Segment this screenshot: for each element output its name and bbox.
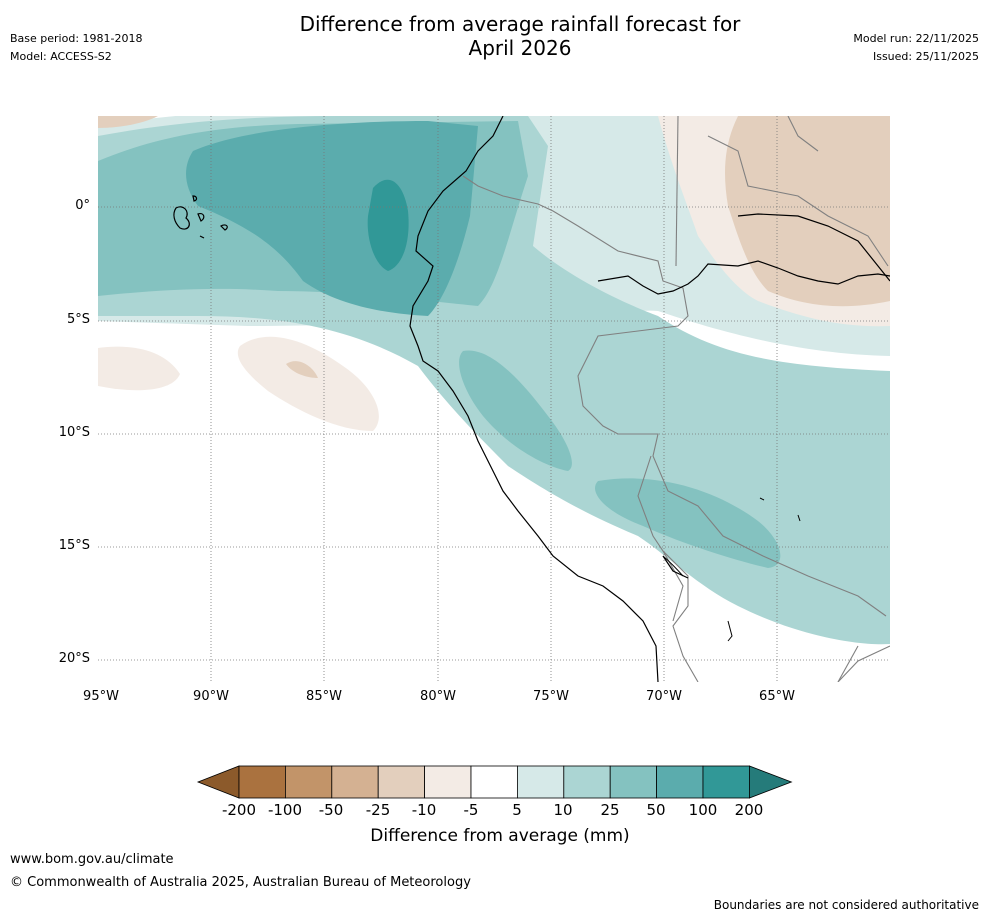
lon-label: 70°W (646, 689, 682, 704)
colorbar-tick-label: -25 (365, 801, 391, 819)
colorbar-segment (609, 765, 658, 799)
colorbar-extend-low (196, 765, 240, 799)
lon-label: 80°W (420, 689, 456, 704)
dry-area-pacific-1-inner (286, 361, 318, 378)
lon-label: 95°W (83, 689, 119, 704)
lat-label: 0° (75, 198, 90, 213)
galapagos-islands (173, 195, 228, 239)
colorbar-tick-label: -10 (411, 801, 437, 819)
colorbar-segment (656, 765, 704, 799)
colorbar-title: Difference from average (mm) (370, 826, 630, 846)
lat-label: 15°S (58, 538, 90, 553)
model-text: Model: ACCESS-S2 (10, 50, 112, 63)
colorbar-tick-label: 100 (688, 801, 718, 819)
dry-area-pacific-2 (98, 346, 180, 391)
base-period-text: Base period: 1981-2018 (10, 32, 143, 45)
dry-area-corner (98, 116, 158, 128)
colorbar-tick-label: 5 (512, 801, 522, 819)
meta-left: Base period: 1981-2018 Model: ACCESS-S2 (10, 30, 142, 66)
colorbar-tick-label: 50 (646, 801, 666, 819)
dry-area-pacific-1 (237, 336, 379, 431)
lon-label: 65°W (759, 689, 795, 704)
colorbar-tick-label: -50 (318, 801, 344, 819)
lon-label: 85°W (306, 689, 342, 704)
dry-area-east-inner (725, 116, 890, 307)
colorbar-segment (377, 765, 425, 799)
colorbar-segment (516, 765, 565, 799)
colorbar-tick-label: 10 (553, 801, 573, 819)
colorbar-tick-label: 200 (734, 801, 764, 819)
lon-label: 75°W (533, 689, 569, 704)
title-line-1: Difference from average rainfall forecas… (299, 12, 741, 36)
colorbar-segment (563, 765, 611, 799)
colorbar-tick-label: -100 (267, 801, 303, 819)
lat-label: 10°S (58, 425, 90, 440)
footer-note: Boundaries are not considered authoritat… (713, 898, 979, 912)
model-run-text: Model run: 22/11/2025 (853, 32, 979, 45)
meta-right: Model run: 22/11/2025 Issued: 25/11/2025 (853, 30, 979, 66)
contour-100-200 (367, 179, 409, 271)
colorbar-segment (470, 765, 518, 799)
country-borders (462, 116, 890, 682)
colorbar-tick-label: -200 (221, 801, 257, 819)
footer-copyright: © Commonwealth of Australia 2025, Austra… (10, 875, 471, 890)
lakes (662, 497, 801, 642)
contour-50-100 (186, 121, 478, 316)
colorbar (196, 765, 793, 799)
lon-label: 90°W (193, 689, 229, 704)
colorbar-segment (331, 765, 379, 799)
lat-label: 20°S (58, 651, 90, 666)
colorbar-segment (238, 765, 286, 799)
colorbar-tick-label: 25 (600, 801, 620, 819)
lat-label: 5°S (66, 312, 90, 327)
chart-title: Difference from average rainfall forecas… (0, 12, 988, 60)
contour-25-50-c (595, 478, 781, 568)
colorbar-segment (424, 765, 472, 799)
colorbar-tick-label: -5 (463, 801, 479, 819)
contour-25-50-b (459, 350, 572, 471)
gridlines (98, 116, 890, 682)
rainfall-map (98, 116, 890, 682)
colorbar-segment (285, 765, 333, 799)
issued-text: Issued: 25/11/2025 (872, 50, 979, 63)
title-line-2: April 2026 (468, 36, 572, 60)
footer-url: www.bom.gov.au/climate (10, 852, 174, 867)
colorbar-extend-high (749, 765, 793, 799)
coastline (409, 116, 890, 682)
colorbar-segment (702, 765, 750, 799)
